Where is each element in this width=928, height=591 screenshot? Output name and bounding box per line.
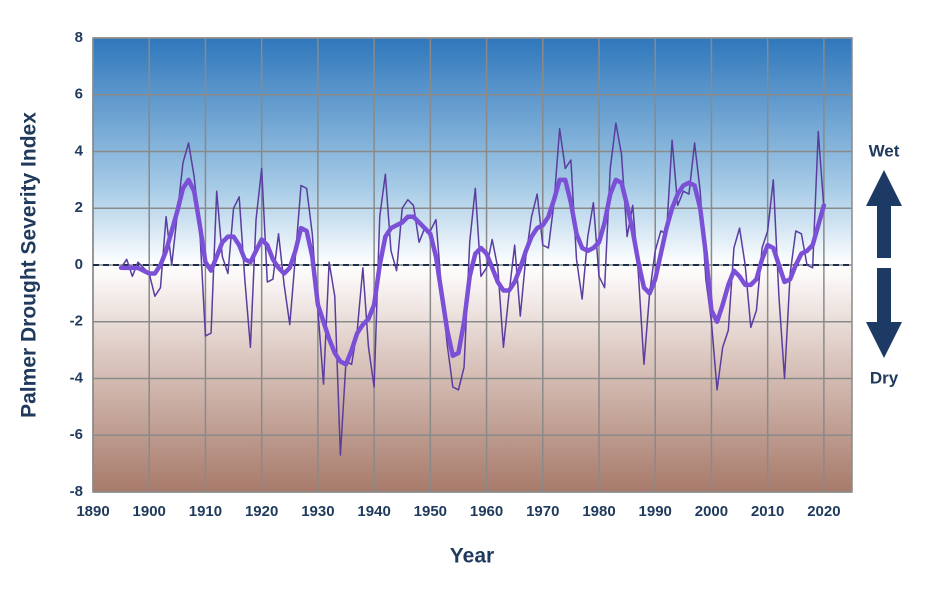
y-tick-label: -2 — [70, 313, 83, 330]
x-tick-label: 1930 — [301, 503, 334, 520]
x-axis-title: Year — [450, 545, 494, 568]
x-tick-label: 1910 — [189, 503, 222, 520]
y-tick-label: -8 — [70, 483, 83, 500]
x-tick-label: 1890 — [76, 503, 109, 520]
x-tick-label: 1960 — [470, 503, 503, 520]
x-tick-label: 2020 — [807, 503, 840, 520]
y-tick-label: -4 — [70, 369, 84, 386]
x-tick-label: 1980 — [582, 503, 615, 520]
x-tick-label: 1940 — [357, 503, 390, 520]
y-tick-label: 2 — [75, 199, 83, 216]
y-tick-label: 0 — [75, 256, 83, 273]
x-tick-label: 1950 — [414, 503, 447, 520]
x-tick-label: 1990 — [639, 503, 672, 520]
x-tick-label: 2000 — [695, 503, 728, 520]
dry-label: Dry — [870, 368, 899, 387]
x-tick-label: 1920 — [245, 503, 278, 520]
y-tick-label: 6 — [75, 86, 83, 103]
x-tick-label: 1900 — [133, 503, 166, 520]
wet-arrow — [866, 170, 902, 258]
y-tick-label: -6 — [70, 426, 83, 443]
series-line — [118, 177, 827, 367]
y-axis-title: Palmer Drought Severity Index — [18, 112, 41, 418]
dry-arrow — [866, 268, 902, 358]
y-tick-label: 4 — [75, 142, 84, 159]
x-tick-label: 1970 — [526, 503, 559, 520]
y-tick-label: 8 — [75, 29, 83, 46]
x-tick-label: 2010 — [751, 503, 784, 520]
series-line — [120, 122, 825, 456]
wet-label: Wet — [869, 141, 900, 160]
